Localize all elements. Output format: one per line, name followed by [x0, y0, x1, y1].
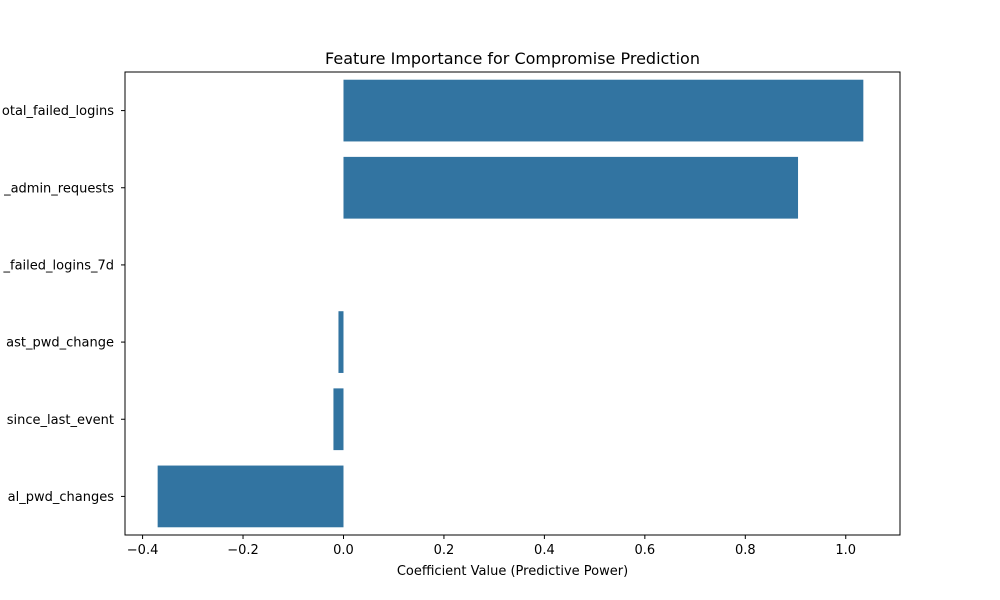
x-axis: −0.4 −0.2 0.0 0.2 0.4 0.6 0.8 1.0: [127, 535, 856, 558]
x-tick-label: 0.2: [434, 543, 455, 558]
x-tick-label: 1.0: [835, 543, 856, 558]
x-tick-label: 0.4: [534, 543, 555, 558]
plot-frame: [124, 71, 901, 536]
bars-group: [157, 79, 864, 528]
y-tick-label: _failed_logins_7d: [3, 258, 114, 273]
bar: [343, 79, 864, 142]
bar: [157, 465, 344, 528]
bar: [338, 311, 344, 373]
y-axis: otal_failed_logins _admin_requests _failed…: [2, 104, 125, 505]
chart-title: Feature Importance for Compromise Predic…: [325, 49, 700, 68]
bar: [343, 156, 799, 219]
y-tick-label: ast_pwd_change: [6, 336, 114, 351]
y-tick-label: al_pwd_changes: [8, 490, 115, 505]
y-tick-label: otal_failed_logins: [2, 104, 114, 119]
x-tick-label: −0.2: [227, 543, 259, 558]
x-tick-label: −0.4: [127, 543, 159, 558]
bar: [333, 388, 344, 451]
x-axis-label: Coefficient Value (Predictive Power): [397, 564, 628, 579]
y-tick-label: since_last_event: [7, 413, 114, 428]
x-tick-label: 0.0: [333, 543, 354, 558]
x-tick-label: 0.6: [635, 543, 656, 558]
y-tick-label: _admin_requests: [3, 181, 114, 196]
x-tick-label: 0.8: [735, 543, 756, 558]
